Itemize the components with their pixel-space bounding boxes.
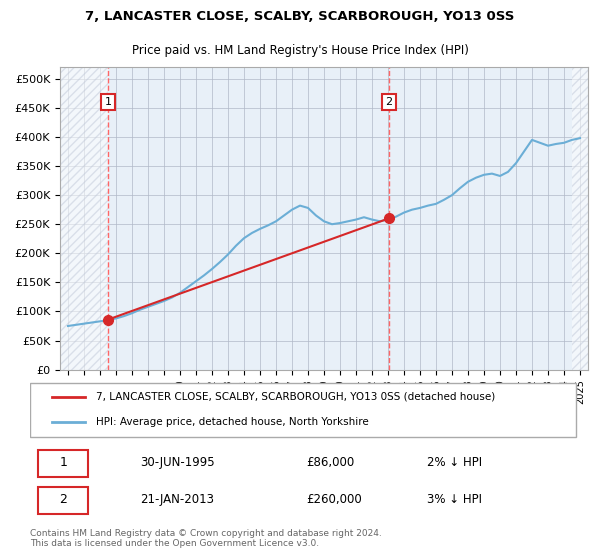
Text: Contains HM Land Registry data © Crown copyright and database right 2024.
This d: Contains HM Land Registry data © Crown c…: [30, 529, 382, 548]
Text: £260,000: £260,000: [306, 493, 362, 506]
Bar: [60, 67, 108, 370]
Text: Price paid vs. HM Land Registry's House Price Index (HPI): Price paid vs. HM Land Registry's House …: [131, 44, 469, 57]
Text: 30-JUN-1995: 30-JUN-1995: [140, 456, 215, 469]
Text: 2: 2: [59, 493, 67, 506]
Text: 1: 1: [104, 97, 112, 107]
Text: 2: 2: [385, 97, 392, 107]
FancyBboxPatch shape: [38, 450, 88, 477]
Text: 1: 1: [59, 456, 67, 469]
Text: £86,000: £86,000: [306, 456, 354, 469]
Bar: [572, 67, 588, 370]
Text: 3% ↓ HPI: 3% ↓ HPI: [427, 493, 482, 506]
FancyBboxPatch shape: [38, 487, 88, 514]
Text: 2% ↓ HPI: 2% ↓ HPI: [427, 456, 482, 469]
Text: 7, LANCASTER CLOSE, SCALBY, SCARBOROUGH, YO13 0SS: 7, LANCASTER CLOSE, SCALBY, SCARBOROUGH,…: [85, 10, 515, 24]
Text: 7, LANCASTER CLOSE, SCALBY, SCARBOROUGH, YO13 0SS (detached house): 7, LANCASTER CLOSE, SCALBY, SCARBOROUGH,…: [96, 391, 496, 402]
FancyBboxPatch shape: [30, 383, 577, 437]
Text: 21-JAN-2013: 21-JAN-2013: [140, 493, 214, 506]
Text: HPI: Average price, detached house, North Yorkshire: HPI: Average price, detached house, Nort…: [96, 417, 369, 427]
